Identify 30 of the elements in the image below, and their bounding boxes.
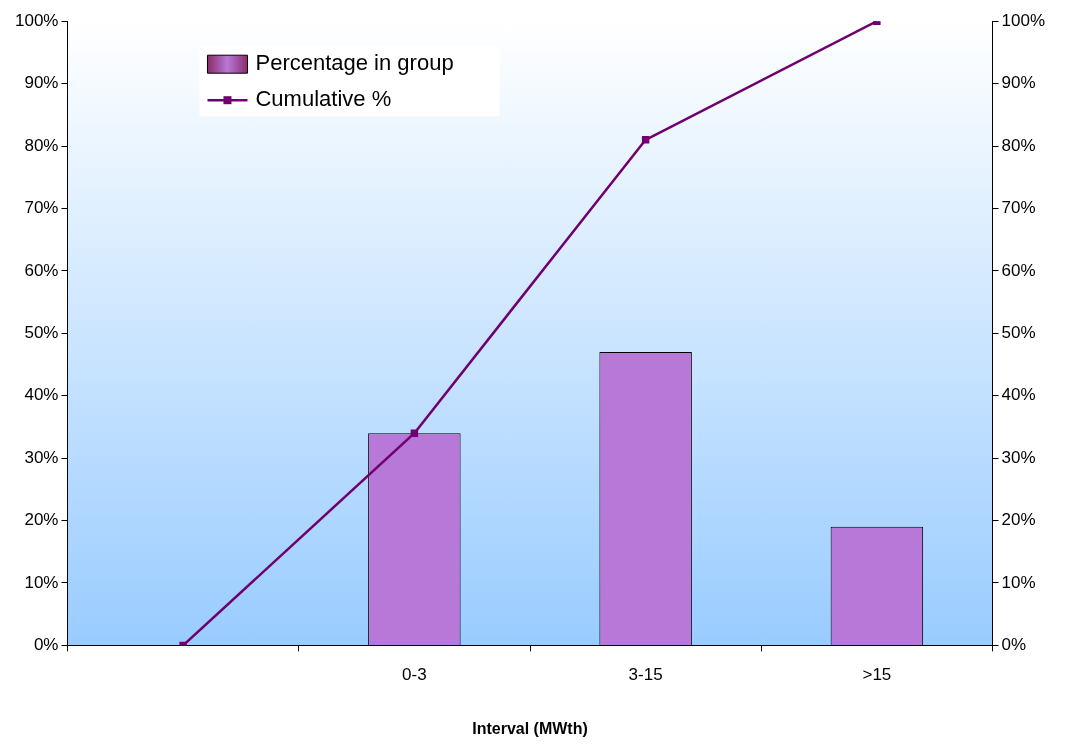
y-tick-label: 60% — [24, 260, 59, 280]
y2-tick-label: 100% — [1001, 10, 1045, 30]
y-tick-label: 10% — [24, 572, 59, 592]
y2-tick-label: 90% — [1001, 73, 1036, 93]
y-tick-label: 90% — [24, 73, 59, 93]
point — [410, 429, 419, 437]
y-tick-label: 20% — [24, 510, 59, 530]
y2-tick-label: 0% — [1001, 635, 1027, 655]
y2-tick-label: 30% — [1001, 447, 1036, 467]
y2-tick-label: 60% — [1001, 260, 1036, 280]
y2-tick-label: 50% — [1001, 322, 1036, 342]
y-tick-label: 30% — [24, 447, 59, 467]
y-tick-label: 70% — [24, 198, 59, 218]
y2-tick-label: 80% — [1001, 135, 1036, 155]
legend-label: Cumulative % — [255, 86, 392, 112]
x-tick-label: 3-15 — [628, 665, 663, 685]
y2-tick-label: 10% — [1001, 572, 1036, 592]
y-tick-label: 80% — [24, 135, 59, 155]
y2-tick-label: 20% — [1001, 510, 1036, 530]
y-tick-label: 0% — [33, 635, 59, 655]
y-tick-label: 50% — [24, 322, 59, 342]
y2-tick-label: 40% — [1001, 385, 1036, 405]
x-tick-label: 0-3 — [402, 665, 427, 685]
legend-label: Percentage in group — [255, 50, 454, 76]
y-tick-label: 40% — [24, 385, 59, 405]
point — [641, 136, 650, 144]
y2-tick-label: 70% — [1001, 198, 1036, 218]
x-axis-title: Interval (MWth) — [472, 719, 588, 737]
x-tick-label: >15 — [862, 665, 892, 685]
y-tick-label: 100% — [15, 10, 59, 30]
